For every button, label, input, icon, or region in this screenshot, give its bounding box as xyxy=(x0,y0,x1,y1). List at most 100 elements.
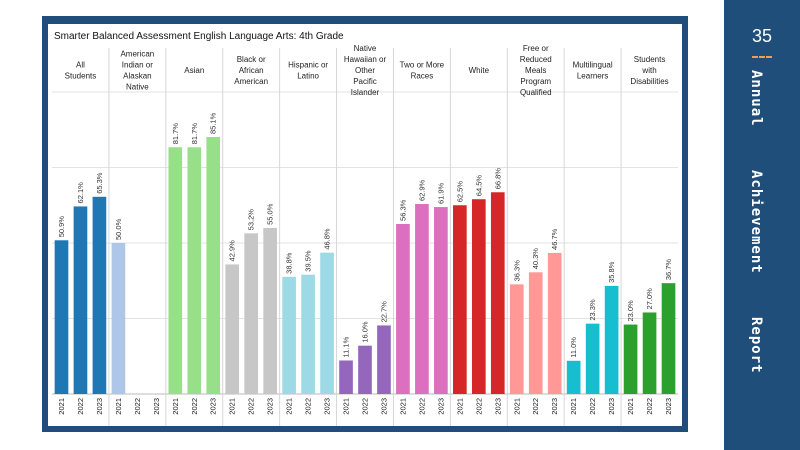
bar xyxy=(206,136,221,395)
accent-dash xyxy=(752,56,772,58)
bar xyxy=(585,323,600,394)
data-label: 50.9% xyxy=(57,216,66,238)
group-header: Multilingual Learners xyxy=(573,61,613,81)
page-number: 35 xyxy=(751,26,773,46)
data-label: 53.2% xyxy=(247,209,256,231)
data-label: 50.0% xyxy=(114,218,123,240)
bar xyxy=(320,252,334,394)
bar xyxy=(54,240,69,394)
bar xyxy=(358,345,372,394)
bar xyxy=(471,199,486,394)
year-tick-label: 2021 xyxy=(626,398,635,415)
year-tick-label: 2022 xyxy=(247,398,256,415)
year-tick-label: 2022 xyxy=(645,398,654,415)
year-tick-label: 2022 xyxy=(190,398,199,415)
bar xyxy=(642,312,657,394)
data-label: 40.3% xyxy=(531,248,540,270)
year-tick-label: 2021 xyxy=(57,398,66,415)
bar xyxy=(73,206,88,394)
data-label: 62.5% xyxy=(455,181,464,203)
year-tick-label: 2022 xyxy=(417,398,426,415)
bar xyxy=(339,360,353,394)
year-tick-label: 2021 xyxy=(512,398,521,415)
bar xyxy=(282,276,296,394)
report-title-word: Report xyxy=(748,317,764,374)
data-label: 16.0% xyxy=(361,321,370,343)
group-header: Asian xyxy=(184,66,204,75)
report-title-word: Annual xyxy=(748,70,764,127)
year-tick-label: 2023 xyxy=(550,398,559,415)
data-label: 36.7% xyxy=(664,259,673,281)
bar xyxy=(604,285,619,394)
data-label: 55.0% xyxy=(266,203,275,225)
year-tick-label: 2023 xyxy=(493,398,502,415)
data-label: 46.7% xyxy=(550,228,559,250)
data-label: 36.3% xyxy=(512,260,521,282)
group-header: American Indian or Alaskan Native xyxy=(120,50,154,92)
year-tick-label: 2022 xyxy=(76,398,85,415)
bar xyxy=(434,207,448,394)
report-title: Annual Achievement Report xyxy=(748,70,764,408)
year-tick-label: 2021 xyxy=(455,398,464,415)
group-header: All Students xyxy=(65,61,97,81)
bar xyxy=(187,147,202,394)
group-header: Students with Disabilities xyxy=(630,55,668,86)
year-tick-label: 2021 xyxy=(228,398,237,415)
bar xyxy=(528,272,543,394)
data-label: 46.8% xyxy=(323,228,332,250)
data-label: 66.8% xyxy=(493,168,502,190)
data-label: 56.3% xyxy=(398,199,407,221)
data-label: 62.9% xyxy=(417,179,426,201)
data-label: 23.3% xyxy=(588,299,597,321)
year-tick-label: 2023 xyxy=(152,398,161,415)
year-tick-label: 2022 xyxy=(531,398,540,415)
group-header: Free or Reduced Meals Program Qualified xyxy=(520,44,552,97)
year-tick-label: 2023 xyxy=(436,398,445,415)
data-label: 11.1% xyxy=(342,336,351,357)
data-label: 81.7% xyxy=(171,123,180,145)
data-label: 38.8% xyxy=(285,252,294,274)
group-header: Two or More Races xyxy=(400,61,445,81)
year-tick-label: 2023 xyxy=(266,398,275,415)
data-label: 65.3% xyxy=(95,172,104,194)
year-tick-label: 2023 xyxy=(379,398,388,415)
data-label: 81.7% xyxy=(190,123,199,145)
bar xyxy=(168,147,183,394)
data-label: 11.0% xyxy=(569,337,578,358)
data-label: 39.5% xyxy=(304,250,313,272)
chart-svg: Smarter Balanced Assessment English Lang… xyxy=(52,31,678,426)
year-tick-label: 2021 xyxy=(398,398,407,415)
bar xyxy=(415,204,429,394)
bar xyxy=(111,243,126,394)
chart-panel: Smarter Balanced Assessment English Lang… xyxy=(48,24,682,426)
bar xyxy=(661,283,676,394)
year-tick-label: 2023 xyxy=(323,398,332,415)
year-tick-label: 2021 xyxy=(569,398,578,415)
chart-title: Smarter Balanced Assessment English Lang… xyxy=(54,31,344,42)
year-tick-label: 2023 xyxy=(664,398,673,415)
year-tick-label: 2022 xyxy=(474,398,483,415)
bar xyxy=(566,360,581,394)
year-tick-label: 2021 xyxy=(342,398,351,415)
group-header: Native Hawaiian or Other Pacific Islander xyxy=(344,44,387,97)
data-label: 42.9% xyxy=(228,240,237,262)
group-header: Hispanic or Latino xyxy=(288,61,328,81)
bar xyxy=(396,223,410,394)
year-tick-label: 2021 xyxy=(171,398,180,415)
year-tick-label: 2022 xyxy=(361,398,370,415)
year-tick-label: 2023 xyxy=(607,398,616,415)
bar xyxy=(490,192,505,394)
year-tick-label: 2022 xyxy=(133,398,142,415)
report-title-word: Achievement xyxy=(748,170,764,274)
year-tick-label: 2021 xyxy=(285,398,294,415)
bar xyxy=(92,196,107,394)
report-sidebar: 35 Annual Achievement Report xyxy=(724,0,800,450)
group-header: Black or African American xyxy=(234,55,268,86)
group-header: White xyxy=(469,66,490,75)
bar xyxy=(301,274,315,394)
year-tick-label: 2021 xyxy=(114,398,123,415)
data-label: 64.5% xyxy=(474,175,483,197)
bar xyxy=(225,264,240,394)
data-label: 23.0% xyxy=(626,300,635,322)
data-label: 27.0% xyxy=(645,288,654,310)
